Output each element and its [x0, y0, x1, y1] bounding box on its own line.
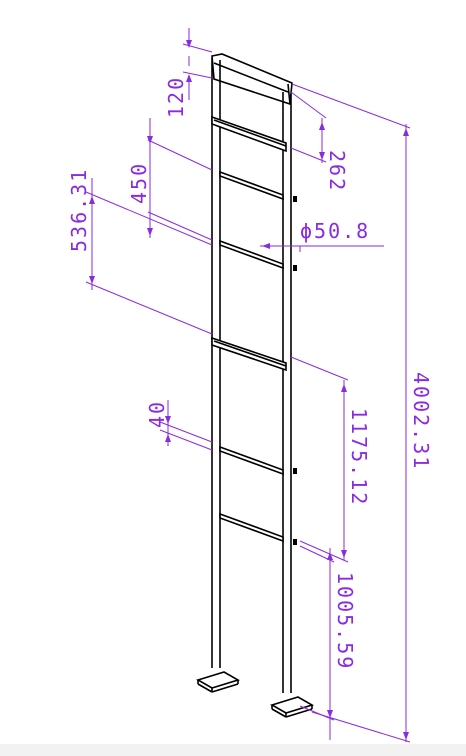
dim-total-height: 4002.31 — [409, 372, 433, 470]
dim-offset: 536.31 — [67, 168, 91, 252]
dimension-labels: 120 262 450 536.31 ϕ50.8 40 1175.12 1005… — [67, 76, 433, 670]
right-post — [282, 92, 292, 693]
rung-3 — [219, 239, 284, 270]
dimension-arrows — [89, 40, 409, 740]
rung-1 — [211, 115, 287, 153]
base-plates — [195, 671, 315, 718]
rung-5 — [219, 445, 284, 476]
left-post — [211, 58, 221, 668]
rung-2 — [219, 170, 284, 201]
rung-4 — [211, 336, 287, 372]
dim-rung-thickness: 40 — [145, 400, 169, 428]
dim-mid-span: 1175.12 — [347, 408, 371, 506]
bottom-bar — [0, 744, 466, 756]
dim-post-diameter: ϕ50.8 — [300, 219, 370, 243]
ladder — [195, 53, 315, 718]
rungs — [211, 115, 287, 543]
dim-rung-spacing: 450 — [127, 162, 151, 204]
dim-top-rail-height: 120 — [164, 76, 188, 118]
dim-lower-span: 1005.59 — [333, 572, 357, 670]
top-cap — [211, 53, 293, 106]
dim-first-rung-spacing: 262 — [325, 150, 349, 192]
studs — [293, 196, 297, 545]
rung-6 — [219, 512, 284, 543]
